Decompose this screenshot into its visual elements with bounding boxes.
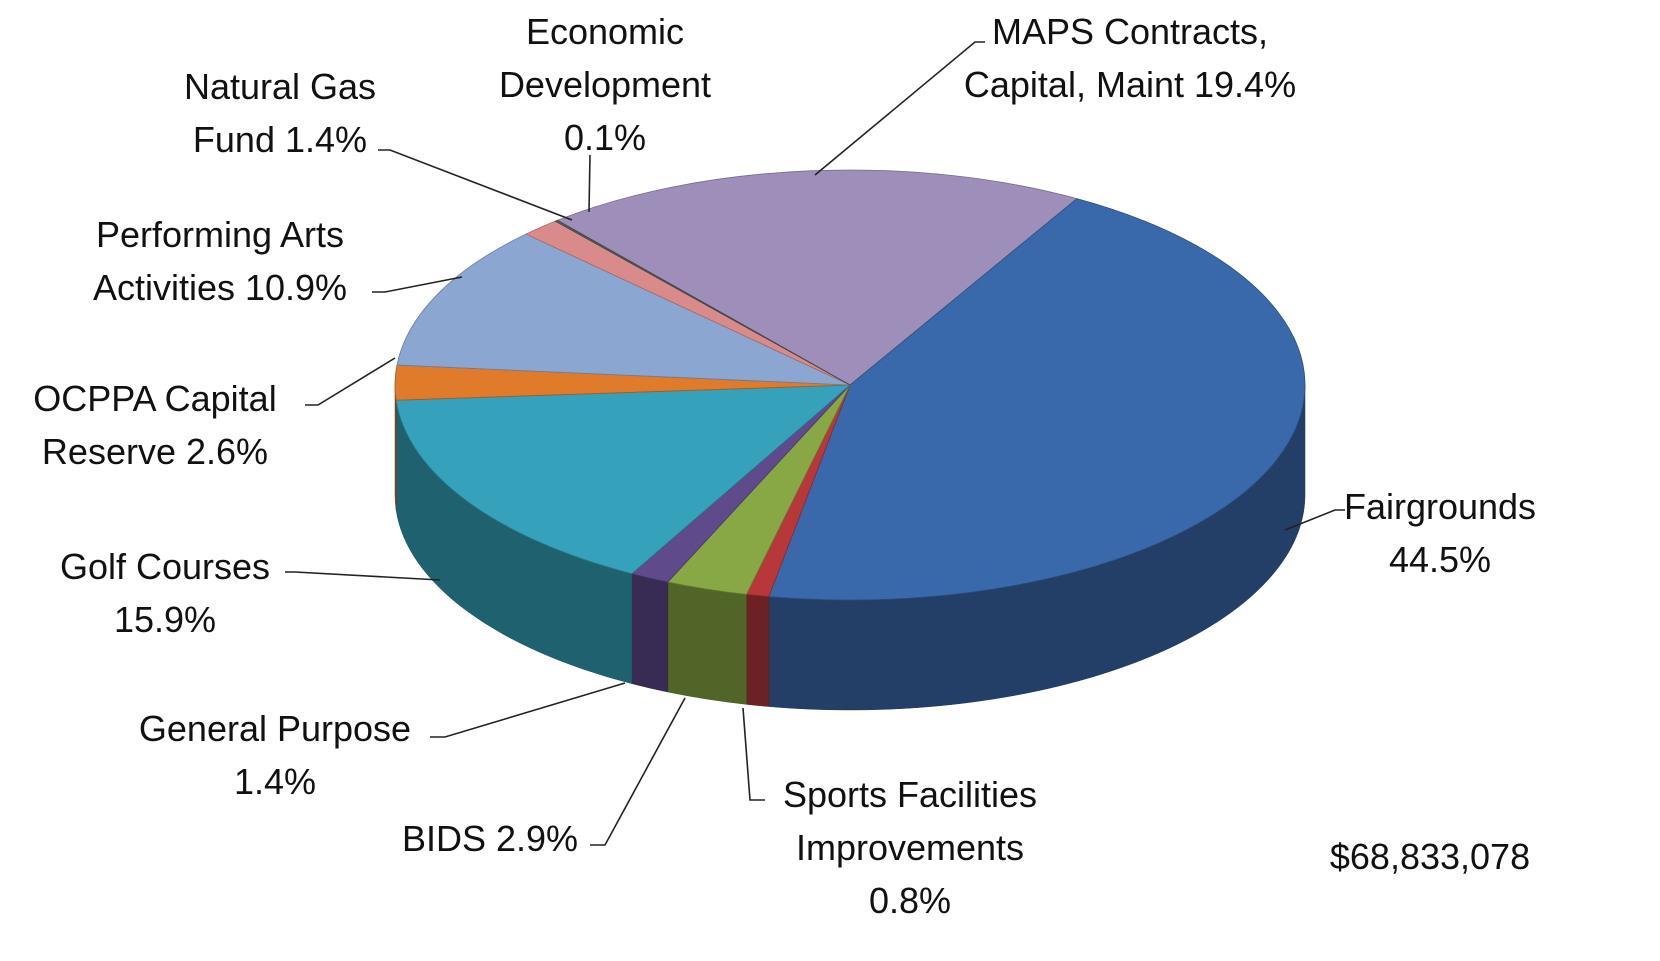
slice-label: Natural Gas Fund 1.4% [150,60,410,166]
leader-line [285,571,441,581]
pie-slice-side [667,581,747,705]
pie-sides [394,384,1306,711]
slice-label: BIDS 2.9% [380,812,600,865]
value-label: 1.4% [285,119,368,160]
category-label: Natural Gas Fund [183,66,377,160]
pie-slice [395,384,852,575]
value-label: 15.9% [113,599,217,640]
pie-slice [554,219,851,386]
slice-label: Fairgrounds 44.5% [1320,480,1560,586]
value-label: 1.4% [233,761,317,802]
slice-label: Economic Development 0.1% [475,5,735,164]
pie-slice [396,233,851,386]
category-label: Fairgrounds [1343,486,1537,527]
category-label: Sports Facilities Improvements [782,774,1038,868]
slice-label: Sports Facilities Improvements 0.8% [750,768,1070,927]
slice-label: OCPPA Capital Reserve 2.6% [0,372,310,478]
slice-label: Golf Courses 15.9% [20,540,310,646]
value-label: 19.4% [1194,64,1297,105]
category-label: Golf Courses [59,546,271,587]
value-label: 2.6% [186,431,269,472]
leader-line [590,697,686,846]
slice-label: General Purpose 1.4% [100,702,450,808]
category-label: MAPS Contracts, Capital, Maint [963,11,1269,105]
value-label: 2.9% [495,818,579,859]
value-label: 10.9% [244,267,348,308]
total-annotation: $68,833,078 [1329,836,1531,877]
pie-slice-side [631,573,669,693]
pie-slice [556,169,1078,386]
leader-line [378,149,573,221]
value-label: 0.1% [563,117,647,158]
slice-label: MAPS Contracts, Capital, Maint 19.4% [960,5,1300,111]
leader-line [372,276,463,293]
leader-line [742,707,765,801]
pie-slice-side [394,384,397,511]
leader-line [430,682,626,738]
pie-slice [768,198,1306,601]
leader-line [305,357,396,406]
pie-tops [394,169,1306,601]
slice-label: Performing Arts Activities 10.9% [50,208,390,314]
category-label: Economic Development [498,11,712,105]
value-label: 0.8% [868,880,952,921]
leader-line [1284,509,1345,531]
leader-lines [285,41,1345,846]
value-label: 44.5% [1388,539,1492,580]
category-label: OCPPA Capital Reserve [33,378,277,472]
pie-slice-side [746,594,770,707]
category-label: BIDS [401,818,486,859]
leader-line [588,154,591,213]
leader-line [814,41,985,176]
category-label: Performing Arts Activities [92,214,345,308]
category-label: General Purpose [138,708,412,749]
